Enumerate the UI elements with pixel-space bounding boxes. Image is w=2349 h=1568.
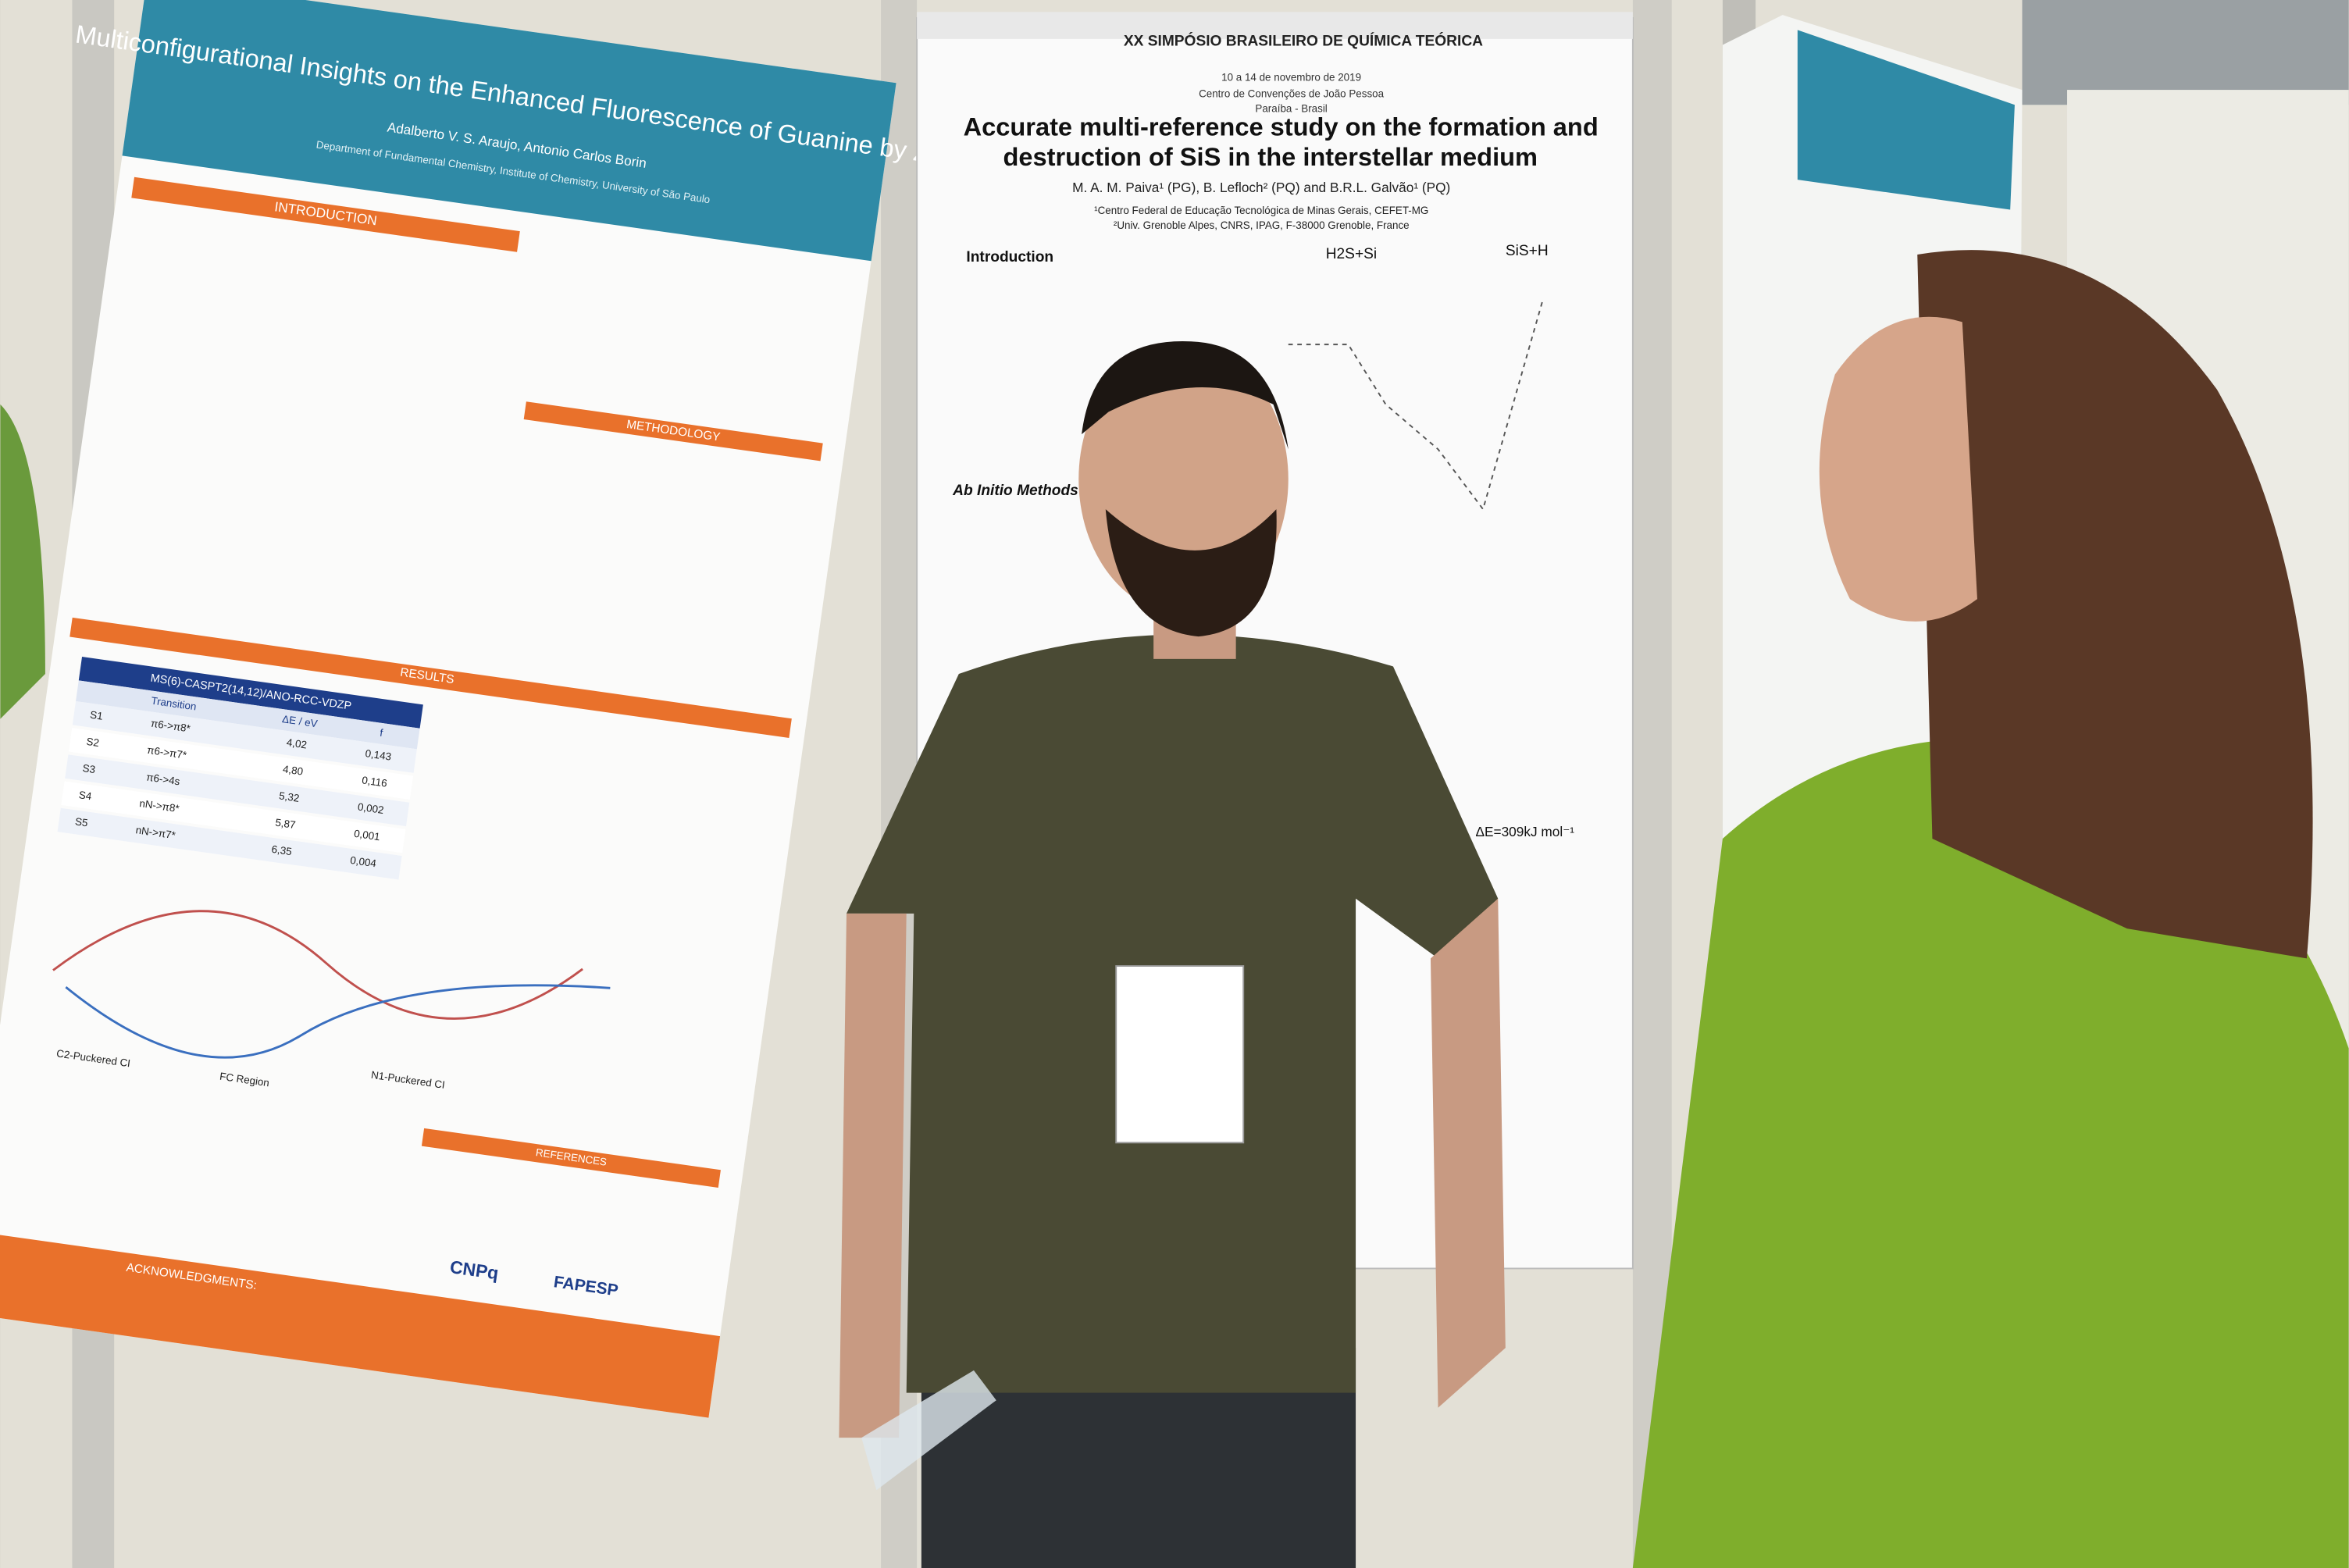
poster-footer (0, 1231, 721, 1418)
arm (839, 913, 907, 1438)
table-cell: S4 (78, 789, 93, 802)
table-row-bg (68, 728, 414, 800)
hair (1917, 250, 2313, 959)
table-cell: 5,87 (275, 817, 297, 831)
reaction-label: H2S+Si (1326, 246, 1378, 262)
affiliation: ²Univ. Grenoble Alpes, CNRS, IPAG, F-380… (1114, 219, 1410, 231)
bottle (861, 1370, 996, 1491)
table-cell: π6->π8* (150, 718, 191, 735)
diagram-curve (65, 984, 611, 1059)
face (1819, 316, 1977, 622)
event-dates: 10 a 14 de novembro de 2019 (1221, 71, 1361, 83)
table-cell: 0,143 (365, 747, 392, 763)
table-cell: S5 (74, 815, 88, 829)
table-cell: 0,004 (349, 854, 377, 870)
diagram-curve (52, 910, 583, 1020)
table-row-bg (65, 754, 410, 827)
arm (1430, 898, 1506, 1408)
beard (1105, 509, 1277, 637)
checkered-shirt (1632, 737, 2349, 1568)
section-bar (523, 401, 823, 461)
table-title-bg (78, 656, 423, 729)
poster-sheet (0, 0, 896, 1418)
section-bar (70, 617, 792, 738)
table-cell: 4,80 (282, 763, 304, 777)
energy-label: ΔE=309kJ mol⁻¹ (1475, 824, 1574, 839)
table-row-bg (57, 807, 402, 880)
person-edge (0, 404, 45, 719)
section-bar (131, 176, 520, 252)
ceiling (2022, 0, 2349, 105)
table-cell: π6->π7* (146, 744, 187, 761)
poster-title: destruction of SiS in the interstellar m… (1003, 142, 1538, 171)
table-header-bg (76, 680, 420, 750)
energy-path (1288, 299, 1544, 511)
table-cell: nN->π8* (139, 797, 180, 814)
woman (1632, 250, 2349, 1568)
table-header: f (379, 727, 383, 739)
man (839, 341, 1506, 1568)
table-cell: S2 (86, 736, 100, 749)
table-cell: S1 (89, 709, 103, 722)
right-poster-header (1797, 30, 2015, 210)
section-bar (421, 1128, 721, 1188)
hair (1082, 341, 1289, 450)
section-title: Introduction (966, 249, 1053, 265)
table-row-bg (61, 781, 406, 853)
table-cell: 0,116 (361, 774, 387, 789)
table-cell: 0,002 (357, 801, 384, 817)
table-cell: 4,02 (286, 736, 308, 750)
table-cell: 6,35 (271, 843, 293, 857)
table-cell: nN->π7* (135, 824, 176, 841)
event-place: Paraíba - Brasil (1255, 103, 1327, 115)
table-cell: S3 (82, 762, 96, 775)
section-title: Ab Initio Methods (952, 483, 1078, 499)
data-table: MS(6)-CASPT2(14,12)/ANO-RCC-VDZP Transit… (57, 656, 423, 880)
poster-authors: M. A. M. Paiva¹ (PG), B. Lefloch² (PQ) a… (1072, 180, 1450, 195)
table-row-bg (72, 700, 417, 773)
poster-title: Accurate multi-reference study on the fo… (964, 112, 1599, 141)
badge (1115, 965, 1245, 1144)
table-cell: π6->4s (145, 771, 180, 787)
event-venue: Centro de Convenções de João Pessoa (1199, 87, 1385, 99)
reaction-label: SiS+H (1506, 243, 1549, 259)
table-cell: 5,32 (278, 789, 300, 804)
table-cell: 0,001 (353, 828, 380, 843)
poster-header (122, 0, 896, 262)
table-header: ΔE / eV (281, 713, 318, 729)
poster-rod (917, 12, 1633, 39)
event-name: XX SIMPÓSIO BRASILEIRO DE QUÍMICA TEÓRIC… (1124, 33, 1483, 50)
affiliation: ¹Centro Federal de Educação Tecnológica … (1094, 205, 1428, 216)
